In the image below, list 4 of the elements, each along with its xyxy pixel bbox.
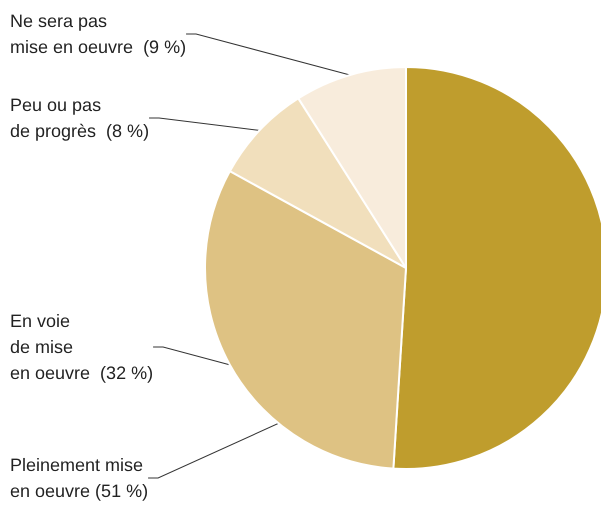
slice-label: Peu ou pas de progrès (8 %): [10, 95, 150, 141]
slice-label: Pleinement mise en oeuvre (51 %): [10, 455, 148, 501]
slice-label: Ne sera pas mise en oeuvre (9 %): [10, 11, 186, 57]
slice-label: En voie de mise en oeuvre (32 %): [10, 311, 154, 383]
